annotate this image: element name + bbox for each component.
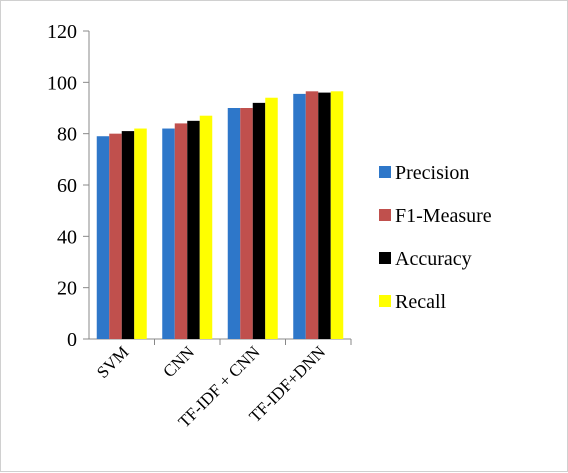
bars [96,91,352,345]
legend-swatch [379,252,391,264]
y-tick-label: 80 [57,124,77,146]
bar-f1-measure-1 [174,123,188,340]
y-tick-label: 0 [67,329,77,351]
legend-label: Recall [395,291,447,313]
legend-label: F1-Measure [395,205,492,227]
y-ticks: 0 20 40 60 80 100 120 [47,21,89,351]
bar-f1-measure-0 [109,133,122,339]
y-tick-label: 60 [57,175,77,197]
y-tick-label: 20 [57,278,77,300]
x-category-label: CNN [159,342,198,381]
legend: Precision F1-Measure Accuracy Recall [379,162,492,313]
bar-recall-1 [199,115,213,339]
bar-precision-3 [293,93,306,339]
y-tick-label: 120 [47,21,77,43]
bar-recall-2 [265,97,278,339]
bar-f1-measure-3 [305,91,319,339]
bar-recall-0 [134,128,147,339]
bar-recall-3 [330,91,344,339]
y-tick-label: 100 [47,72,77,94]
legend-swatch [379,166,391,178]
legend-label: Precision [395,162,469,184]
bar-accuracy-2 [252,102,266,339]
legend-swatch [379,295,391,307]
bar-accuracy-1 [187,120,200,339]
bar-accuracy-3 [318,92,331,339]
bar-f1-measure-2 [240,108,253,339]
x-category-label: SVM [93,342,132,381]
legend-swatch [379,209,391,221]
y-tick-label: 40 [57,226,77,248]
bar-precision-0 [96,136,110,339]
bar-accuracy-0 [121,131,135,339]
bar-precision-1 [162,128,175,339]
legend-label: Accuracy [395,248,472,270]
bar-precision-2 [227,108,241,339]
